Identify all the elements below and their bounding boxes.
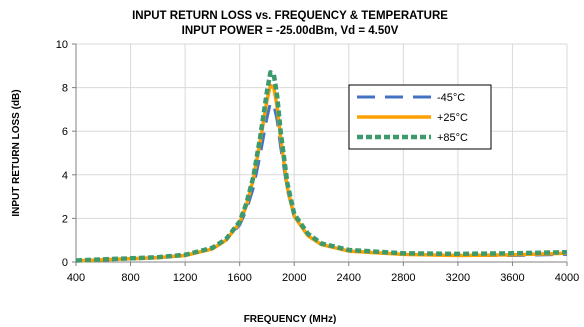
- plot-area: [76, 44, 567, 262]
- x-tick-label: 400: [67, 272, 85, 284]
- x-tick-label: 3600: [500, 272, 524, 284]
- series-line-2: [75, 70, 568, 263]
- y-tick-label: 0: [62, 257, 68, 269]
- x-tick-label: 2400: [337, 272, 361, 284]
- x-tick-label: 3200: [446, 272, 470, 284]
- axes: [72, 43, 568, 266]
- x-tick-label: 4000: [555, 272, 579, 284]
- x-tick-label: 2800: [391, 272, 415, 284]
- x-tick-label: 800: [121, 272, 139, 284]
- legend-label-2: +85°C: [437, 132, 468, 144]
- y-tick-label: 8: [62, 83, 68, 95]
- tick-labels: 400 800 1200 1600 2000 2400 2800 3200 3600 4000 0 2…: [56, 39, 579, 284]
- x-tick-label: 2000: [282, 272, 306, 284]
- y-tick-label: 10: [56, 39, 68, 51]
- legend-label-1: +25°C: [437, 112, 468, 124]
- y-tick-label: 2: [62, 213, 68, 225]
- x-tick-label: 1600: [227, 272, 251, 284]
- series-lines: [75, 70, 568, 263]
- chart-title: INPUT RETURN LOSS vs. FREQUENCY & TEMPER…: [132, 10, 448, 22]
- x-tick-label: 1200: [173, 272, 197, 284]
- y-tick-label: 4: [62, 170, 68, 182]
- x-axis-title: FREQUENCY (MHz): [244, 314, 337, 325]
- legend: -45°C +25°C +85°C: [348, 84, 492, 150]
- chart-subtitle: INPUT POWER = -25.00dBm, Vd = 4.50V: [182, 25, 399, 37]
- legend-label-0: -45°C: [437, 92, 465, 104]
- y-axis-title: INPUT RETURN LOSS (dB): [11, 89, 22, 216]
- y-tick-label: 6: [62, 126, 68, 138]
